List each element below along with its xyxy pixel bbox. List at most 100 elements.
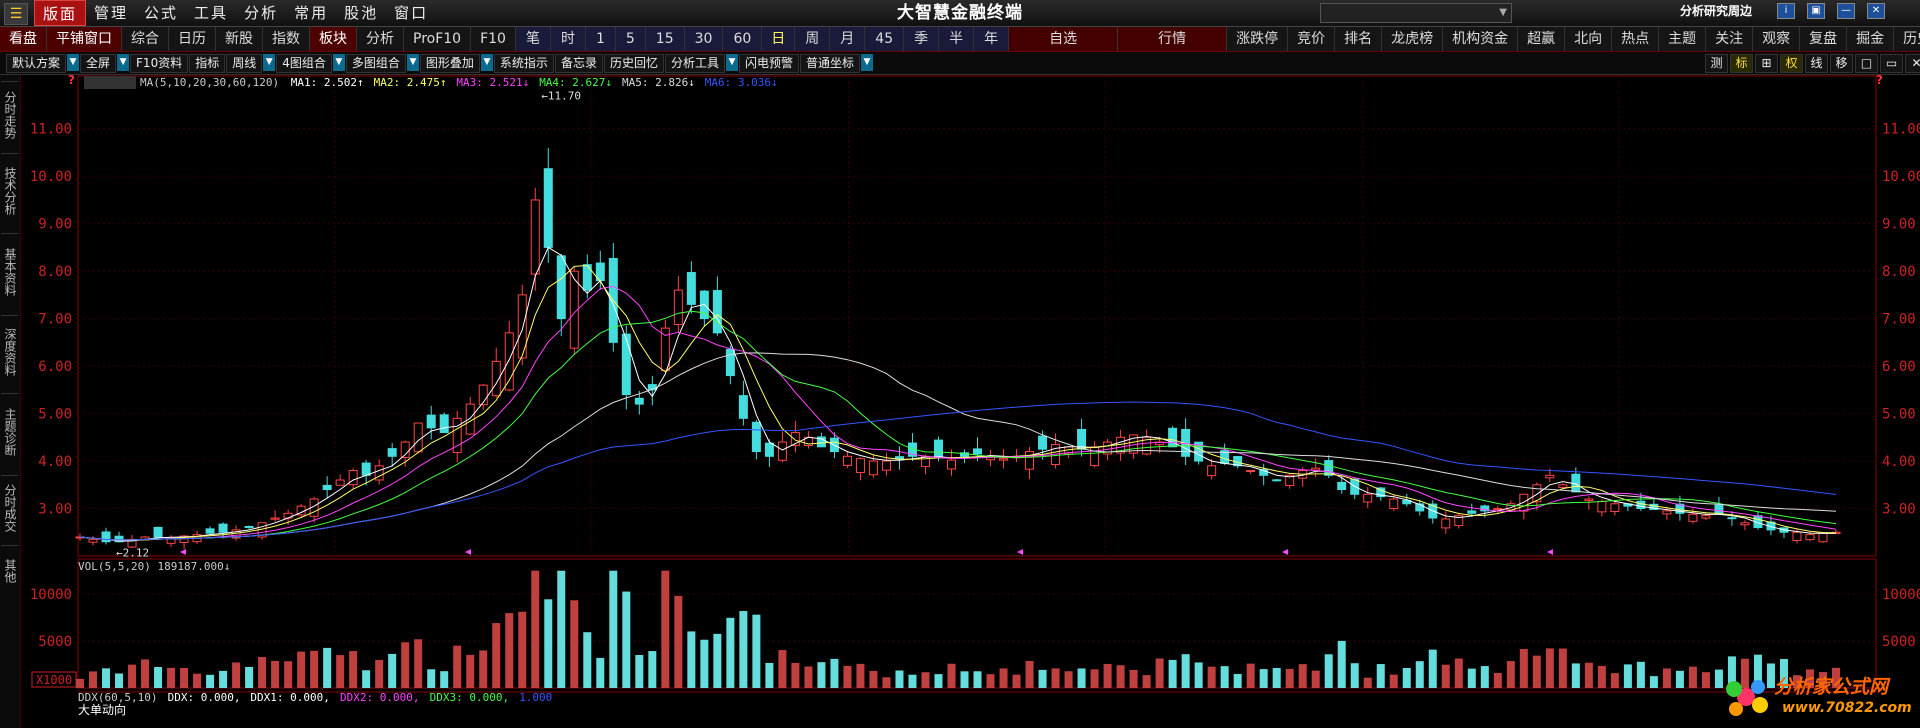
- tab-10[interactable]: 笔: [515, 27, 551, 51]
- tab-32[interactable]: 北向: [1565, 27, 1613, 51]
- dropdown-arrow-icon[interactable]: ▼: [406, 54, 419, 71]
- restore-icon[interactable]: ▣: [1807, 3, 1825, 19]
- tab-35[interactable]: 关注: [1706, 27, 1754, 51]
- dropdown-arrow-icon[interactable]: ▼: [725, 54, 738, 71]
- tab-23[interactable]: 年: [974, 27, 1010, 51]
- dropdown-arrow-icon[interactable]: ▼: [861, 54, 874, 71]
- tab-26[interactable]: 涨跌停: [1227, 27, 1289, 51]
- toolbar-item-5[interactable]: 4图组合: [276, 54, 332, 73]
- side-tab-0[interactable]: 分时走势: [1, 81, 18, 148]
- toolbar-toggle-6[interactable]: □: [1855, 54, 1878, 73]
- tab-38[interactable]: 掘金: [1847, 27, 1895, 51]
- tab-20[interactable]: 45: [865, 27, 905, 51]
- candle-body: [270, 517, 280, 520]
- volume-bar: [687, 631, 696, 688]
- tab-8[interactable]: ProF10: [404, 27, 472, 51]
- tab-1[interactable]: 平铺窗口: [47, 27, 122, 51]
- tab-15[interactable]: 30: [684, 27, 724, 51]
- toolbar-item-1[interactable]: 全屏: [80, 54, 117, 73]
- side-tab-2[interactable]: 基本资料: [1, 233, 18, 310]
- tab-28[interactable]: 排名: [1335, 27, 1383, 51]
- toolbar-item-7[interactable]: 图形叠加: [419, 54, 480, 73]
- side-tab-3[interactable]: 深度资料: [1, 315, 18, 388]
- toolbar-item-12[interactable]: 闪电预警: [738, 54, 799, 73]
- menu-0[interactable]: 版面: [34, 0, 87, 26]
- minimize-icon[interactable]: —: [1837, 3, 1855, 19]
- menu-4[interactable]: 分析: [244, 4, 279, 22]
- toolbar-item-2[interactable]: F10资料: [130, 54, 189, 73]
- tab-37[interactable]: 复盘: [1800, 27, 1848, 51]
- tab-17[interactable]: 日: [762, 27, 796, 51]
- toolbar-item-4[interactable]: 周线: [226, 54, 263, 73]
- toolbar-toggle-2[interactable]: ⊞: [1755, 54, 1778, 73]
- volume-bar: [1077, 668, 1086, 688]
- tab-3[interactable]: 日历: [169, 27, 216, 51]
- info-icon[interactable]: i: [1777, 3, 1795, 19]
- tab-31[interactable]: 超赢: [1518, 27, 1566, 51]
- toolbar-item-10[interactable]: 历史回忆: [603, 54, 664, 73]
- toolbar-toggle-8[interactable]: ✕: [1905, 54, 1920, 73]
- tab-29[interactable]: 龙虎榜: [1382, 27, 1444, 51]
- toolbar-item-11[interactable]: 分析工具: [664, 54, 725, 73]
- tab-5[interactable]: 指数: [263, 27, 310, 51]
- toolbar-toggle-3[interactable]: 权: [1780, 54, 1803, 73]
- tab-24[interactable]: 自选: [1009, 27, 1119, 51]
- candle-body: [881, 460, 891, 471]
- tab-13[interactable]: 5: [615, 27, 646, 51]
- dropdown-arrow-icon[interactable]: ▼: [480, 54, 493, 71]
- side-tab-6[interactable]: 其他: [1, 545, 18, 596]
- chevron-down-icon[interactable]: ▼: [1499, 7, 1507, 18]
- tab-7[interactable]: 分析: [357, 27, 404, 51]
- tab-21[interactable]: 季: [904, 27, 940, 51]
- tab-34[interactable]: 主题: [1659, 27, 1707, 51]
- tab-22[interactable]: 半: [939, 27, 975, 51]
- menu-6[interactable]: 股池: [344, 4, 379, 22]
- tab-18[interactable]: 周: [795, 27, 831, 51]
- tab-6[interactable]: 板块: [310, 27, 357, 51]
- tab-36[interactable]: 观察: [1753, 27, 1801, 51]
- tab-2[interactable]: 综合: [122, 27, 169, 51]
- tab-30[interactable]: 机构资金: [1443, 27, 1519, 51]
- side-tab-5[interactable]: 分时成交: [1, 475, 18, 540]
- toolbar-toggle-0[interactable]: 测: [1705, 54, 1728, 73]
- tab-39[interactable]: 历史: [1894, 27, 1920, 51]
- close-icon[interactable]: ✕: [1867, 3, 1885, 19]
- side-tab-1[interactable]: 技术分析: [1, 153, 18, 228]
- menu-1[interactable]: 管理: [94, 4, 129, 22]
- menu-5[interactable]: 常用: [294, 4, 329, 22]
- tab-11[interactable]: 时: [550, 27, 586, 51]
- menu-7[interactable]: 窗口: [394, 4, 429, 22]
- toolbar-toggle-5[interactable]: 移: [1830, 54, 1853, 73]
- toolbar-toggle-4[interactable]: 线: [1805, 54, 1828, 73]
- dropdown-arrow-icon[interactable]: ▼: [117, 54, 130, 71]
- dropdown-arrow-icon[interactable]: ▼: [263, 54, 276, 71]
- tab-0[interactable]: 看盘: [0, 27, 47, 51]
- hamburger-icon[interactable]: ☰: [4, 3, 28, 25]
- toolbar-item-6[interactable]: 多图组合: [345, 54, 406, 73]
- toolbar-toggle-7[interactable]: ▭: [1880, 54, 1903, 73]
- top-right-label[interactable]: 分析研究周边: [1680, 4, 1753, 18]
- tab-4[interactable]: 新股: [216, 27, 263, 51]
- side-tab-4[interactable]: 主题诊断: [1, 393, 18, 470]
- toolbar-toggle-1[interactable]: 标: [1730, 54, 1753, 73]
- toolbar-item-9[interactable]: 备忘录: [554, 54, 603, 73]
- dropdown-arrow-icon[interactable]: ▼: [67, 54, 80, 71]
- tab-16[interactable]: 60: [723, 27, 763, 51]
- dropdown-arrow-icon[interactable]: ▼: [332, 54, 345, 71]
- toolbar-item-3[interactable]: 指标: [189, 54, 226, 73]
- candle-body: [725, 348, 735, 377]
- toolbar-item-8[interactable]: 系统指示: [493, 54, 554, 73]
- tab-25[interactable]: 行情: [1118, 27, 1228, 51]
- stock-search-combo[interactable]: ▼: [1320, 3, 1512, 23]
- toolbar-item-13[interactable]: 普通坐标: [800, 54, 861, 73]
- menu-2[interactable]: 公式: [144, 4, 179, 22]
- tab-14[interactable]: 15: [645, 27, 685, 51]
- tab-12[interactable]: 1: [585, 27, 616, 51]
- tab-19[interactable]: 月: [830, 27, 866, 51]
- tab-27[interactable]: 竞价: [1288, 27, 1336, 51]
- toolbar-item-0[interactable]: 默认方案: [6, 54, 67, 73]
- tab-9[interactable]: F10: [471, 27, 516, 51]
- menu-3[interactable]: 工具: [194, 4, 229, 22]
- tab-33[interactable]: 热点: [1612, 27, 1660, 51]
